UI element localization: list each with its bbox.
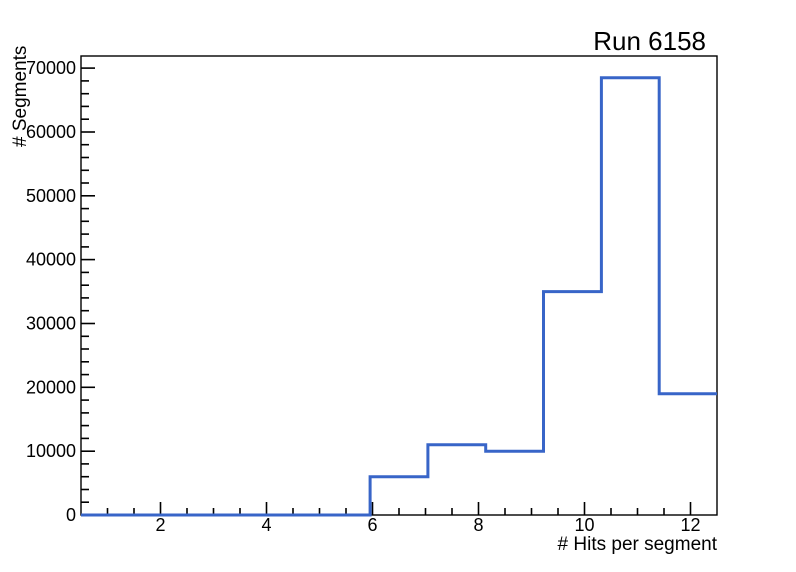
y-tick-label: 20000 <box>26 377 76 397</box>
x-axis-title: # Hits per segment <box>558 534 718 555</box>
y-tick-label: 60000 <box>26 122 76 142</box>
y-tick-label: 0 <box>66 505 76 525</box>
x-tick-label: 2 <box>155 515 165 535</box>
x-tick-label: 6 <box>367 515 377 535</box>
histogram-line <box>81 76 717 517</box>
x-tick-label: 10 <box>574 515 594 535</box>
chart-title: Run 6158 <box>593 26 706 56</box>
y-tick-label: 30000 <box>26 314 76 334</box>
x-tick-label: 8 <box>473 515 483 535</box>
plot-layer: 2 4 6 8 10 12 0 10000 20000 30000 40000 50000 60000 7… <box>26 55 718 535</box>
y-tick-label: 70000 <box>26 58 76 78</box>
x-tick-label: 12 <box>680 515 700 535</box>
x-tick-label: 4 <box>261 515 271 535</box>
y-tick-label: 50000 <box>26 186 76 206</box>
y-tick-label: 40000 <box>26 250 76 270</box>
y-axis-title: # Segments <box>10 46 31 147</box>
plot-frame <box>80 55 718 516</box>
y-tick-label: 10000 <box>26 441 76 461</box>
